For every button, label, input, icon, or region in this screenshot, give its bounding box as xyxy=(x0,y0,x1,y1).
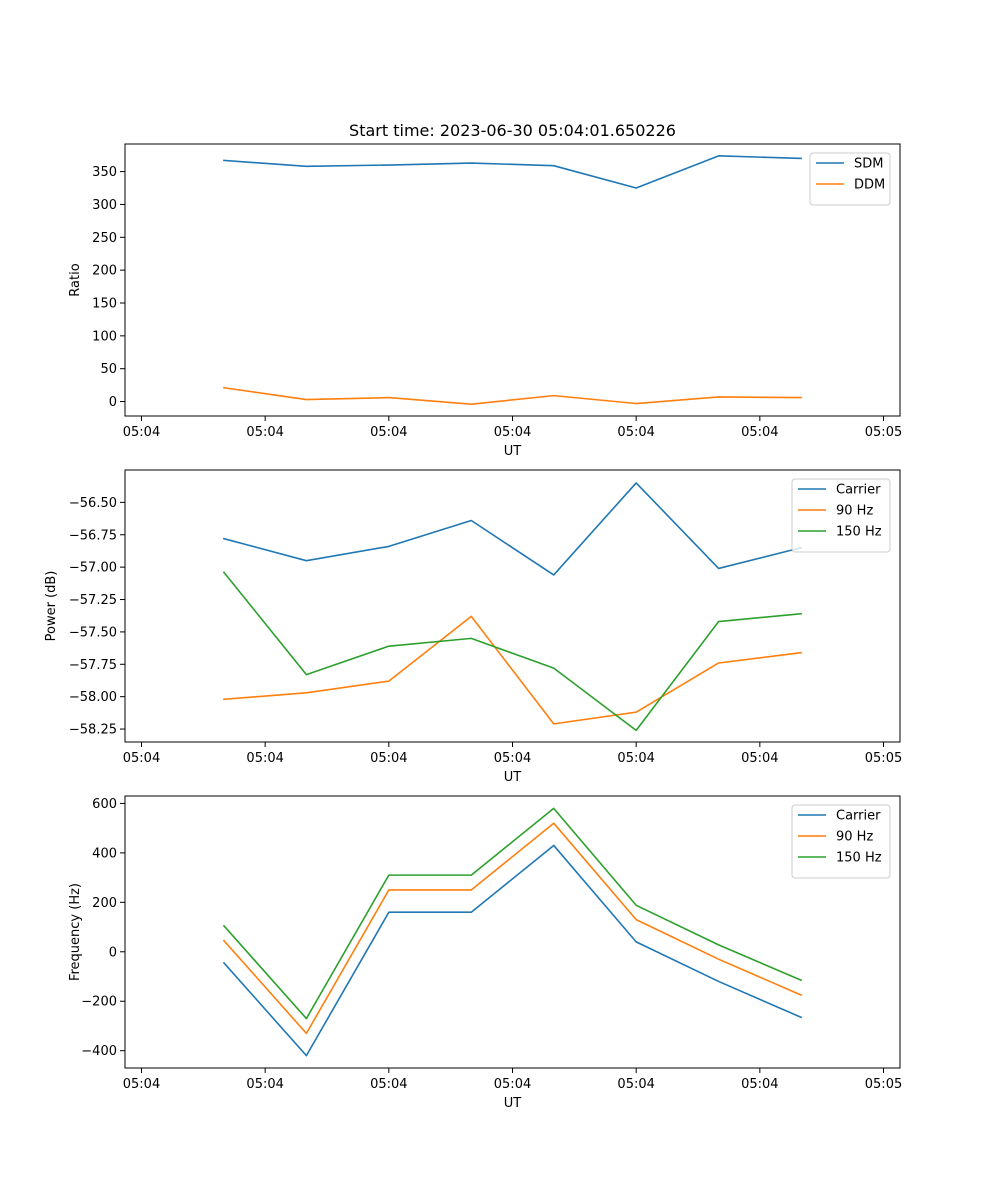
y-tick-label: −400 xyxy=(81,1044,117,1059)
y-axis-label: Frequency (Hz) xyxy=(68,883,83,981)
legend-entry: Carrier xyxy=(836,483,881,498)
series-line-90-hz xyxy=(223,615,802,725)
y-tick-label: −57.25 xyxy=(69,593,117,608)
x-tick-label: 05:04 xyxy=(123,1077,160,1092)
x-tick-label: 05:04 xyxy=(370,1077,407,1092)
y-tick-label: 200 xyxy=(92,896,117,911)
y-tick-label: 150 xyxy=(92,296,117,311)
y-tick-label: −56.75 xyxy=(69,528,117,543)
x-tick-label: 05:04 xyxy=(741,751,778,766)
y-tick-label: −56.50 xyxy=(69,496,117,511)
x-tick-label: 05:04 xyxy=(246,751,283,766)
y-tick-label: 100 xyxy=(92,329,117,344)
series-line-ddm xyxy=(223,386,802,405)
y-tick-label: −58.00 xyxy=(69,690,117,705)
x-tick-label: 05:04 xyxy=(494,425,531,440)
series-line-carrier xyxy=(222,482,803,576)
series-line-90-hz xyxy=(222,822,803,1035)
y-tick-label: 300 xyxy=(92,198,117,213)
series-line-150-hz xyxy=(222,571,802,732)
x-tick-label: 05:04 xyxy=(370,425,407,440)
y-tick-label: 0 xyxy=(109,945,117,960)
legend: SDM DDM xyxy=(809,152,891,206)
y-tick-label: 50 xyxy=(100,362,117,377)
y-tick-label: −200 xyxy=(81,995,117,1010)
x-tick-label: 05:04 xyxy=(246,425,283,440)
y-tick-label: 0 xyxy=(109,395,117,410)
x-axis-label: UT xyxy=(504,1096,522,1111)
legend-entry: Carrier xyxy=(836,809,881,824)
x-tick-label: 05:04 xyxy=(494,1077,531,1092)
y-tick-label: −57.00 xyxy=(69,561,117,576)
y-axis-label: Ratio xyxy=(68,263,83,296)
x-tick-label: 05:04 xyxy=(617,425,654,440)
y-tick-label: 350 xyxy=(92,165,117,180)
x-tick-label: 05:04 xyxy=(617,1077,654,1092)
series-line-sdm xyxy=(223,155,802,189)
chart-panel-2: 05:04 05:04 05:04 05:04 05:04 05:04 05:05 −58.2… xyxy=(44,469,902,785)
x-tick-label: 05:04 xyxy=(370,751,407,766)
x-tick-label: 05:04 xyxy=(617,751,654,766)
x-tick-label: 05:04 xyxy=(246,1077,283,1092)
x-tick-label: 05:04 xyxy=(494,751,531,766)
series-line-150-hz xyxy=(222,807,803,1020)
y-tick-label: 600 xyxy=(92,797,117,812)
x-axis-label: UT xyxy=(504,444,522,459)
chart-panel-3: 05:04 05:04 05:04 05:04 05:04 05:04 05:05 −400 −… xyxy=(68,795,902,1111)
series-line-carrier xyxy=(222,844,803,1057)
x-tick-label: 05:04 xyxy=(123,425,160,440)
chart-title: Start time: 2023-06-30 05:04:01.650226 xyxy=(349,121,676,140)
x-tick-label: 05:04 xyxy=(741,425,778,440)
legend-entry: 150 Hz xyxy=(836,525,882,540)
y-tick-label: 250 xyxy=(92,231,117,246)
x-tick-label: 05:05 xyxy=(865,425,902,440)
y-tick-label: −57.50 xyxy=(69,625,117,640)
x-axis-label: UT xyxy=(504,770,522,785)
legend-entry: 90 Hz xyxy=(836,830,873,845)
y-tick-label: −57.75 xyxy=(69,658,117,673)
y-axis-label: Power (dB) xyxy=(44,571,59,642)
y-tick-label: 400 xyxy=(92,846,117,861)
y-tick-label: 200 xyxy=(92,264,117,279)
chart-panel-1: 05:04 05:04 05:04 05:04 05:04 05:04 05:05 0 50 10… xyxy=(68,121,902,459)
legend: Carrier 90 Hz 150 Hz xyxy=(791,804,891,879)
legend: Carrier 90 Hz 150 Hz xyxy=(791,478,891,553)
legend-entry: SDM xyxy=(854,157,883,172)
legend-box xyxy=(791,804,891,879)
x-tick-label: 05:04 xyxy=(741,1077,778,1092)
legend-box xyxy=(809,152,891,206)
x-tick-label: 05:05 xyxy=(865,1077,902,1092)
y-tick-label: −58.25 xyxy=(69,723,117,738)
legend-entry: 150 Hz xyxy=(836,851,882,866)
legend-entry: 90 Hz xyxy=(836,504,873,519)
x-tick-label: 05:04 xyxy=(123,751,160,766)
legend-box xyxy=(791,478,891,553)
x-tick-label: 05:05 xyxy=(865,751,902,766)
legend-entry: DDM xyxy=(854,178,885,193)
